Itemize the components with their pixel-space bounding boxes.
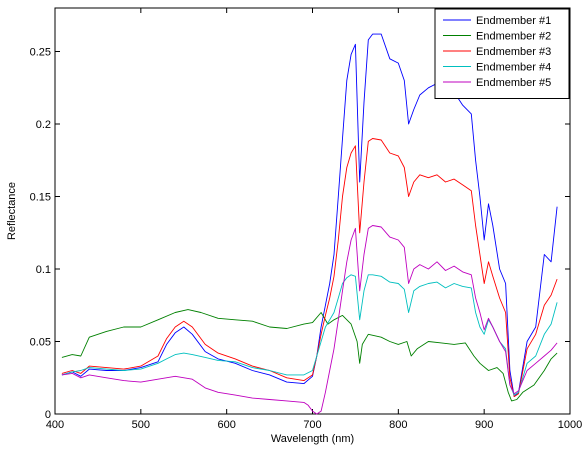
x-tick-label: 900 [475, 419, 493, 431]
legend-box [434, 8, 570, 99]
x-tick-label: 1000 [558, 419, 582, 431]
series-line-2 [61, 309, 558, 402]
legend-label: Endmember #1 [476, 15, 551, 27]
x-tick-label: 600 [217, 419, 235, 431]
series-line-1 [61, 33, 558, 398]
legend-label: Endmember #5 [476, 77, 551, 89]
series-line-3 [61, 138, 558, 398]
x-tick-label: 500 [132, 419, 150, 431]
y-tick-label: 0.25 [30, 47, 51, 59]
y-axis-label: Reflectance [6, 182, 18, 240]
y-tick-label: 0.15 [30, 192, 51, 204]
y-tick-label: 0 [45, 409, 51, 421]
y-tick-label: 0.1 [36, 264, 51, 276]
series-line-5 [61, 225, 558, 415]
y-tick-label: 0.2 [36, 119, 51, 131]
x-tick-label: 800 [389, 419, 407, 431]
legend-label: Endmember #3 [476, 46, 551, 58]
legend-label: Endmember #4 [476, 62, 551, 74]
x-axis-label: Wavelength (nm) [271, 433, 354, 445]
x-tick-label: 400 [46, 419, 64, 431]
y-tick-label: 0.05 [30, 337, 51, 349]
series-lines [61, 33, 558, 415]
legend: Endmember #1 Endmember #2 Endmember #3 Endm… [434, 8, 570, 99]
y-axis: 0 0.05 0.1 0.15 0.2 0.25 [30, 47, 570, 421]
legend-label: Endmember #2 [476, 31, 551, 43]
x-tick-label: 700 [303, 419, 321, 431]
x-axis: 400 500 600 700 800 900 1000 [46, 8, 582, 431]
